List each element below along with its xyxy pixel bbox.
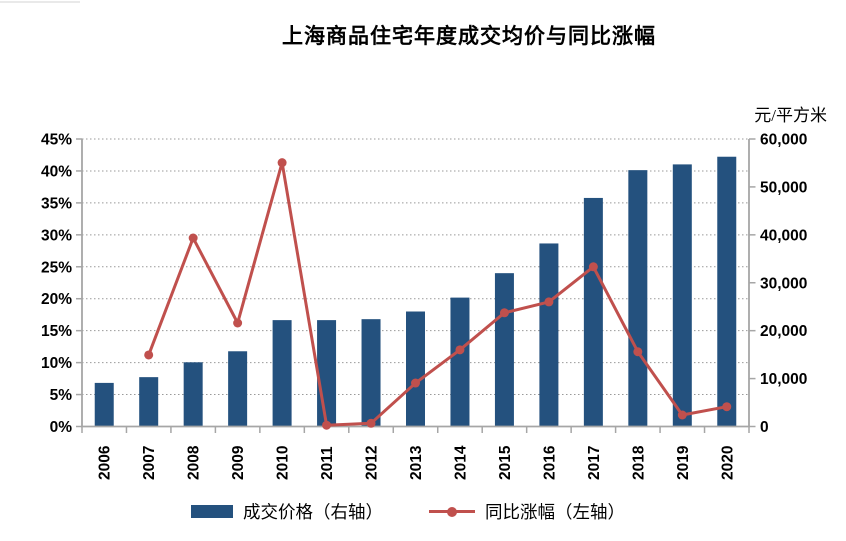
yoy-point xyxy=(455,345,465,355)
top-edge-artifact xyxy=(0,1,80,3)
price-bar xyxy=(494,273,514,427)
yoy-line xyxy=(147,161,728,427)
chart-title: 上海商品住宅年度成交均价与同比涨幅 xyxy=(282,24,656,48)
left-axis-tick-label: 15% xyxy=(41,323,72,340)
x-axis-category-label: 2012 xyxy=(364,446,381,480)
right-axis-tick-label: 30,000 xyxy=(760,275,807,292)
legend-item-yoy: 同比涨幅（左轴） xyxy=(429,499,625,524)
legend-label-price: 成交价格（右轴） xyxy=(243,502,383,522)
left-axis-tick-label: 10% xyxy=(41,355,72,372)
yoy-point xyxy=(322,420,332,430)
yoy-point xyxy=(144,350,154,360)
yoy-point xyxy=(633,347,643,357)
price-bar xyxy=(672,164,692,427)
x-axis-category-label: 2006 xyxy=(97,445,114,480)
price-bar xyxy=(139,377,159,427)
left-axis-tick-label: 0% xyxy=(50,419,73,436)
left-axis-tick-label: 45% xyxy=(41,132,72,149)
price-bar xyxy=(228,351,248,427)
legend-item-price: 成交价格（右轴） xyxy=(191,499,383,524)
yoy-point xyxy=(277,158,287,168)
yoy-point xyxy=(188,233,198,243)
x-axis-category-label: 2017 xyxy=(586,446,603,480)
legend-dot-icon xyxy=(447,506,457,517)
right-axis-tick-label: 60,000 xyxy=(760,132,807,149)
right-axis-unit-label: 元/平方米 xyxy=(754,106,827,125)
x-axis-category-label: 2010 xyxy=(275,446,292,480)
yoy-point xyxy=(499,308,509,318)
price-bar xyxy=(717,156,737,427)
yoy-point xyxy=(544,297,554,307)
yoy-point xyxy=(233,318,243,328)
price-bar xyxy=(317,320,337,427)
x-axis-category-label: 2019 xyxy=(675,445,692,480)
price-bar xyxy=(628,170,648,427)
yoy-point xyxy=(677,410,687,420)
price-bar xyxy=(272,320,292,427)
right-axis-tick-label: 20,000 xyxy=(760,323,807,340)
left-axis-tick-label: 25% xyxy=(41,259,72,276)
x-axis-category-label: 2011 xyxy=(319,446,336,480)
yoy-point xyxy=(366,418,376,428)
left-axis-tick-label: 30% xyxy=(41,227,72,244)
x-axis-category-label: 2020 xyxy=(719,446,736,480)
yoy-point xyxy=(588,262,598,272)
right-axis-tick-label: 50,000 xyxy=(760,179,807,196)
x-axis-category-label: 2007 xyxy=(141,446,158,480)
left-axis-tick-label: 35% xyxy=(41,195,72,212)
price-bar xyxy=(94,382,114,427)
price-bar xyxy=(583,197,603,427)
price-bar xyxy=(361,319,381,427)
line-dot-swatch-icon xyxy=(429,505,475,518)
x-axis-category-label: 2009 xyxy=(230,445,247,480)
legend: 成交价格（右轴） 同比涨幅（左轴） xyxy=(0,499,831,524)
left-axis-tick-label: 5% xyxy=(50,387,73,404)
x-axis-category-label: 2018 xyxy=(630,445,647,480)
chart-canvas: 0% 5% 10% 15% 20% 25% 30% 35% 40% 45% 0 10,000 20,00… xyxy=(41,106,827,480)
price-bar xyxy=(539,243,559,427)
x-axis-category-label: 2013 xyxy=(408,445,425,480)
left-axis-tick-label: 40% xyxy=(41,163,72,180)
x-axis-category-label: 2014 xyxy=(452,445,469,480)
x-axis-category-label: 2015 xyxy=(497,445,514,480)
right-axis-tick-label: 10,000 xyxy=(760,371,807,388)
left-axis-tick-label: 20% xyxy=(41,291,72,308)
right-axis-tick-label: 0 xyxy=(760,419,769,436)
price-bar xyxy=(406,311,425,427)
x-axis-category-label: 2008 xyxy=(186,445,203,480)
price-bar xyxy=(183,362,203,427)
x-axis-category-label: 2016 xyxy=(541,445,558,480)
yoy-point xyxy=(411,378,420,388)
bar-swatch-icon xyxy=(191,505,233,518)
yoy-point xyxy=(722,402,732,412)
price-bar xyxy=(450,297,470,427)
right-axis-tick-label: 40,000 xyxy=(760,227,807,244)
legend-label-yoy: 同比涨幅（左轴） xyxy=(485,502,625,522)
